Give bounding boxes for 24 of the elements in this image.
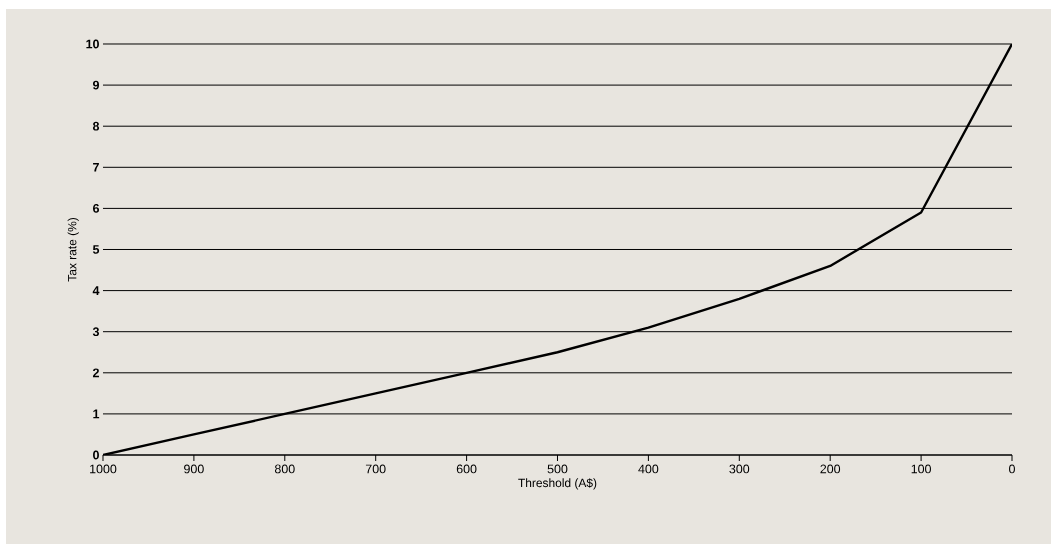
x-tick-label: 900 (184, 464, 204, 474)
x-tick-label: 500 (547, 464, 568, 474)
y-tick-label: 6 (93, 204, 100, 213)
y-tick-label: 1 (93, 409, 100, 419)
x-tick-label: 600 (456, 464, 477, 474)
y-tick-label: 4 (92, 286, 100, 295)
x-tick-label: 300 (729, 464, 750, 474)
x-axis-title: Threshold (A$) (518, 478, 597, 490)
y-tick-label: 2 (92, 368, 99, 378)
y-axis-title: Tax rate (%) (67, 218, 79, 282)
x-tick-label: 200 (820, 464, 841, 474)
x-tick-label: 700 (365, 464, 386, 474)
y-tick-label: 5 (92, 245, 100, 254)
y-tick-label: 7 (93, 163, 99, 172)
x-tick-label: 800 (274, 464, 295, 474)
x-tick-label: 400 (638, 464, 659, 474)
x-tick-label: 100 (911, 464, 931, 474)
y-tick-label: 3 (92, 327, 100, 337)
y-tick-label: 9 (92, 80, 100, 90)
y-tick-label: 10 (86, 39, 99, 49)
x-tick-label: 1000 (90, 464, 117, 474)
y-tick-label: 0 (93, 450, 99, 460)
x-tick-label: 0 (1009, 464, 1015, 474)
y-tick-label: 8 (92, 121, 100, 131)
